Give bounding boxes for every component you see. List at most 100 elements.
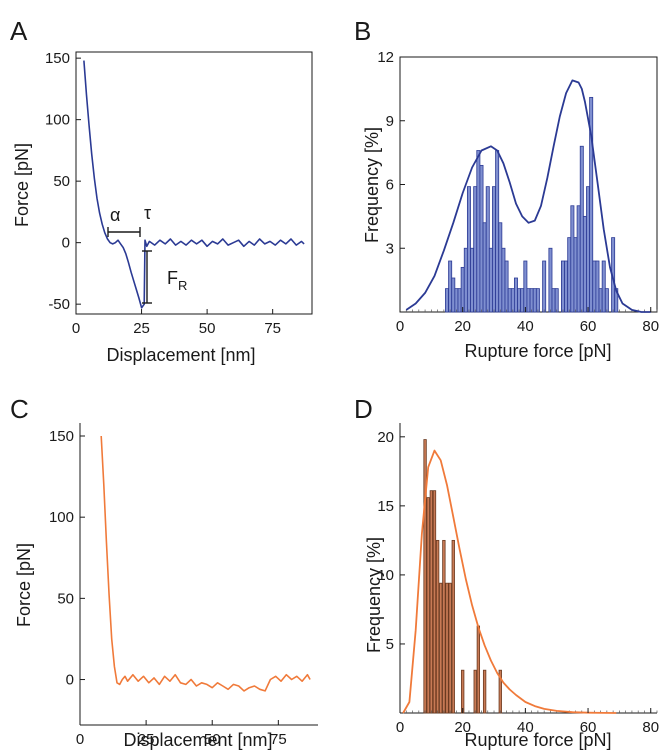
panel-d: D 0 20 40 60 80 5 10 15 20 Rupture force [pN] Fr… [354, 394, 659, 750]
panel-d-bar [476, 625, 481, 714]
panel-b-y-tick-label: 12 [377, 49, 394, 66]
panel-b-bar [554, 288, 559, 313]
panel-b-bar [561, 260, 565, 313]
panel-a-ylabel: Force [pN] [12, 143, 32, 227]
panel-b-bar [535, 288, 540, 313]
panel-a-y-tick-label: 50 [53, 173, 70, 190]
panel-c-series-line [100, 435, 311, 692]
panel-c-x-tick-label: 50 [204, 731, 221, 748]
panel-c-x-tick-label: 25 [138, 731, 155, 748]
panel-b-bar [470, 247, 475, 313]
panel-b-bar [451, 277, 456, 313]
panel-b-x-tick-label: 80 [642, 318, 659, 335]
panel-b-bar [492, 186, 496, 313]
panel-a-y-tick-label: 100 [45, 112, 70, 129]
panel-b-plot: 0 20 40 60 80 3 6 9 12 [377, 49, 659, 335]
panel-b-bar [466, 186, 471, 313]
panel-b-bar [542, 260, 547, 313]
panel-d-bar [451, 539, 455, 714]
panel-c-y-tick-label: 150 [49, 428, 74, 445]
panel-b-bar [460, 266, 465, 313]
panel-b-bar [479, 164, 484, 313]
panel-b-bar [488, 247, 493, 313]
panel-d-y-tick-label: 20 [377, 429, 394, 446]
panel-b-bar [454, 288, 459, 313]
panel-d-y-tick-label: 5 [386, 636, 394, 653]
panel-b-bar [604, 288, 609, 313]
panel-b-bar [507, 288, 512, 313]
panel-b-x-tick-label: 0 [396, 318, 404, 335]
panel-c-xlabel: Displacement [nm] [123, 730, 272, 750]
panel-b-bar [592, 260, 597, 313]
panel-b-bar [523, 260, 528, 313]
panel-c-plot: 0 25 50 75 0 50 100 150 [49, 423, 318, 748]
panel-d-x-tick-label: 80 [642, 719, 659, 736]
panel-b-bar [598, 288, 603, 313]
panel-d-x-tick-label: 60 [580, 719, 597, 736]
panel-b-bar [570, 205, 575, 313]
panel-b-x-tick-label: 40 [517, 318, 534, 335]
panel-c-x-tick-label: 0 [76, 731, 84, 748]
panel-b-bar [576, 205, 581, 313]
panel-d-x-tick-label: 40 [517, 719, 534, 736]
panel-d-plot: 0 20 40 60 80 5 10 15 20 [377, 423, 659, 736]
panel-c-y-tick-label: 50 [57, 590, 74, 607]
panel-b-bar [532, 288, 537, 313]
rupture-force-label-base: F [167, 268, 178, 288]
panel-c-y-tick-label: 100 [49, 509, 74, 526]
panel-a-x-tick-label: 75 [264, 320, 281, 337]
panel-c-x-tick-label: 75 [270, 731, 287, 748]
panel-b-x-tick-label: 20 [454, 318, 471, 335]
panel-b-bar [564, 260, 569, 313]
panel-c: C 0 25 50 75 0 50 100 150 Displacement [nm] For… [10, 394, 318, 750]
panel-d-ylabel: Frequency [%] [364, 537, 384, 653]
panel-d-bar [439, 582, 443, 714]
panel-d-bar [442, 539, 446, 714]
panel-b-x-tick-label: 60 [580, 318, 597, 335]
panel-b-bar [573, 237, 578, 313]
panel-b-bar [589, 96, 594, 313]
panel-b-bar [501, 247, 506, 313]
panel-b-bar [595, 260, 600, 313]
panel-b-bar [567, 237, 572, 313]
panel-b-bar [495, 150, 500, 313]
panel-b-bar [586, 186, 591, 313]
panel-a-axes-box [75, 51, 313, 315]
panel-b-bar [579, 145, 584, 313]
panel-b-bar [548, 247, 553, 313]
panel-d-x-tick-label: 0 [396, 719, 404, 736]
panel-b-fit-curve [405, 79, 651, 313]
panel-d-bar [461, 669, 465, 714]
panel-b-y-tick-label: 9 [386, 113, 394, 130]
panel-a-xlabel: Displacement [nm] [106, 345, 255, 365]
panel-a-x-tick-label: 0 [72, 320, 80, 337]
panel-d-bar [482, 669, 487, 714]
panel-a-series-line [83, 60, 305, 309]
panel-b-bar [529, 288, 534, 313]
panel-d-y-tick-label: 15 [377, 498, 394, 515]
panel-a-y-tick-label: 0 [62, 235, 70, 252]
panel-b-bar [485, 186, 490, 313]
panel-a-y-tick-label: 150 [45, 50, 70, 67]
panel-a-y-tick-label: -50 [48, 296, 70, 313]
panel-b-bar [473, 186, 478, 313]
panel-b-xlabel: Rupture force [pN] [464, 341, 611, 361]
tau-label: τ [144, 203, 151, 223]
alpha-label: α [110, 205, 120, 225]
panel-d-bar [432, 490, 437, 714]
panel-b-bar [517, 288, 522, 313]
panel-b-bar [457, 288, 462, 313]
panel-b-bar [448, 260, 453, 313]
panel-letter-b: B [354, 16, 371, 46]
panel-d-y-tick-label: 10 [377, 567, 394, 584]
panel-b-bar [520, 288, 525, 313]
panel-b-bar [482, 222, 487, 313]
panel-d-xlabel: Rupture force [pN] [464, 730, 611, 750]
panel-d-bar [473, 669, 477, 714]
panel-b-bar [476, 150, 481, 313]
panel-b-bar [504, 260, 509, 313]
panel-b-bar [551, 288, 556, 313]
panel-b-bar [601, 260, 606, 313]
panel-d-bar [435, 539, 440, 714]
